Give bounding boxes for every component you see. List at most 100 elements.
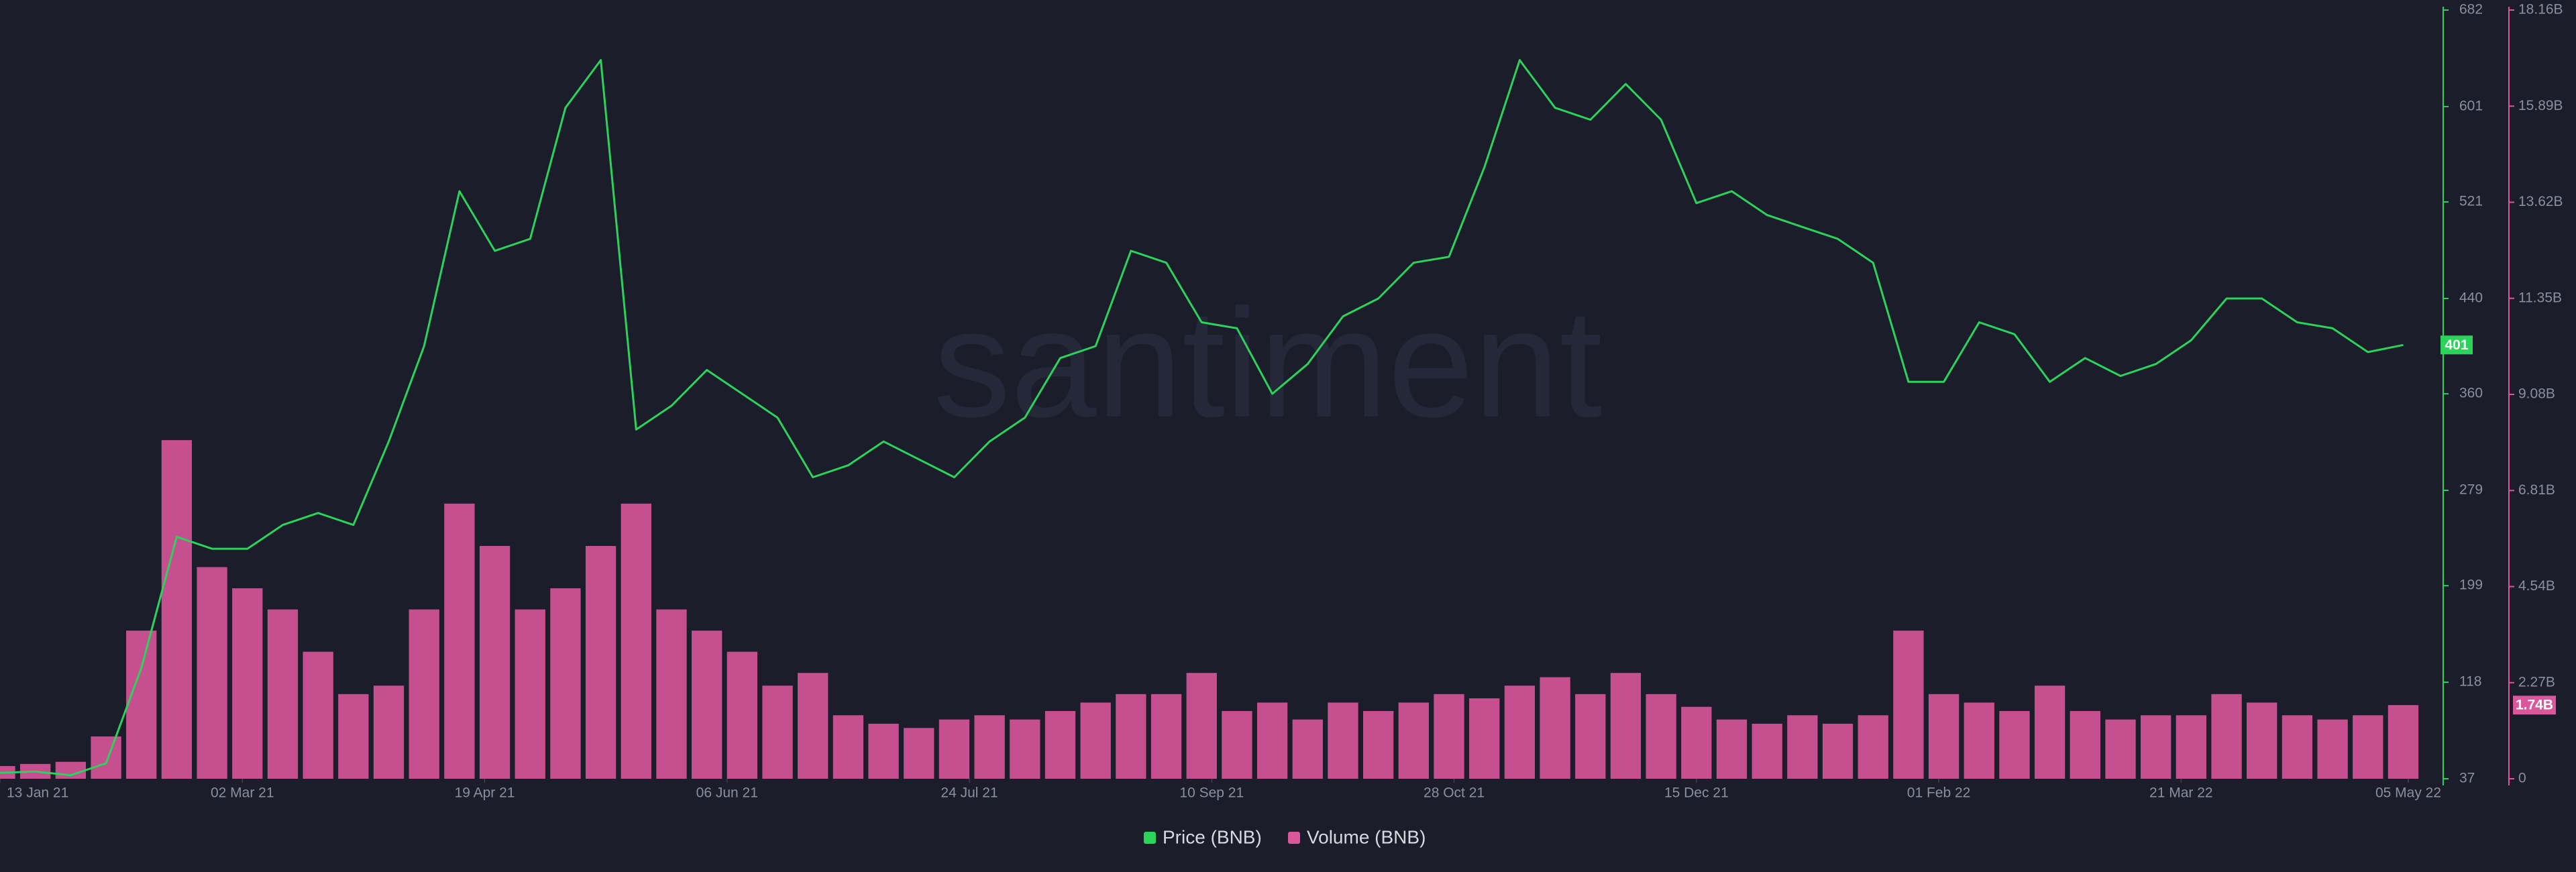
legend-swatch [1144, 832, 1156, 844]
y-tick-label: 601 [2459, 98, 2483, 113]
volume-bar [232, 588, 263, 779]
volume-bar [1080, 702, 1111, 779]
volume-bar [2176, 715, 2207, 779]
volume-bar [1858, 715, 1888, 779]
volume-bar [1328, 702, 1358, 779]
volume-bar [1150, 694, 1182, 779]
volume-bar [974, 715, 1005, 779]
x-tick-label: 13 Jan 21 [7, 785, 68, 801]
volume-bar [161, 440, 193, 779]
volume-bar [2034, 686, 2065, 779]
volume-bar [2387, 705, 2419, 779]
y2-tick-label: 2.27B [2518, 674, 2555, 690]
x-tick-label: 24 Jul 21 [941, 785, 998, 801]
x-tick-label: 02 Mar 21 [211, 785, 274, 801]
volume-bar [1681, 706, 1712, 779]
y2-tick-label: 18.16B [2518, 2, 2563, 17]
price-badge-label: 401 [2445, 337, 2468, 353]
volume-bar [1010, 719, 1040, 779]
volume-bar [2141, 715, 2171, 779]
volume-bar [126, 631, 157, 779]
y2-tick-label: 6.81B [2518, 482, 2555, 498]
legend: Price (BNB) Volume (BNB) [1144, 826, 1426, 847]
volume-badge-label: 1.74B [2516, 698, 2553, 713]
volume-bar [1752, 723, 1782, 779]
volume-bar [1504, 686, 1536, 779]
volume-bar [409, 609, 439, 779]
volume-bar [338, 694, 369, 779]
volume-bar [868, 723, 899, 779]
legend-swatch [1288, 832, 1300, 844]
volume-bar [1646, 694, 1676, 779]
volume-bar [1928, 694, 1960, 779]
y2-tick-label: 9.08B [2518, 386, 2555, 402]
y-tick-label: 118 [2459, 674, 2481, 690]
volume-bar [1363, 711, 1394, 779]
volume-bar [1822, 723, 1854, 779]
volume-bar [515, 609, 545, 779]
volume-bar [197, 567, 227, 779]
volume-bar [833, 715, 864, 779]
y-tick-label: 682 [2459, 2, 2483, 17]
x-tick-label: 05 May 22 [2375, 785, 2441, 801]
y2-tick-label: 13.62B [2518, 194, 2563, 209]
volume-bar [1469, 698, 1500, 779]
volume-bar [1610, 673, 1642, 779]
volume-badge [2513, 696, 2556, 715]
y-tick-label: 521 [2459, 194, 2483, 209]
y-tick-label: 199 [2459, 578, 2483, 593]
price-line [0, 59, 2404, 777]
volume-bar [727, 651, 758, 779]
volume-bar [1292, 719, 1323, 779]
y-tick-label: 37 [2459, 771, 2475, 786]
volume-bar [1222, 711, 1252, 779]
x-tick-label: 01 Feb 22 [1907, 785, 1971, 801]
x-tick-label: 10 Sep 21 [1179, 785, 1244, 801]
volume-bar [91, 736, 121, 779]
volume-bar [2317, 719, 2348, 779]
x-tick-label: 06 Jun 21 [696, 785, 758, 801]
volume-bar [1893, 631, 1924, 779]
x-tick-label: 15 Dec 21 [1664, 785, 1729, 801]
y-tick-label: 360 [2459, 386, 2483, 401]
volume-bar [2247, 702, 2277, 779]
volume-bar [621, 503, 651, 779]
y2-tick-label: 4.54B [2518, 578, 2555, 594]
volume-bar [692, 631, 722, 779]
price-badge [2440, 335, 2473, 355]
volume-bar [2211, 694, 2242, 779]
volume-bar [904, 728, 934, 779]
x-tick-label: 19 Apr 21 [455, 785, 515, 801]
y2-tick-label: 15.89B [2518, 98, 2563, 113]
volume-bar [1186, 673, 1217, 779]
volume-bar [585, 545, 616, 779]
volume-bar [1716, 719, 1748, 779]
volume-bar [550, 588, 581, 779]
volume-bar [798, 673, 828, 779]
volume-bar [303, 651, 333, 779]
volume-bar [2353, 715, 2383, 779]
volume-bar [656, 609, 687, 779]
y2-tick-label: 0 [2518, 771, 2526, 786]
x-tick-label: 28 Oct 21 [1424, 785, 1485, 801]
volume-bar [1256, 702, 1288, 779]
x-tick-label: 21 Mar 22 [2149, 785, 2213, 801]
y-tick-label: 279 [2459, 482, 2483, 498]
volume-bar [762, 686, 793, 779]
volume-bar [1044, 711, 1076, 779]
y-tick-label: 440 [2459, 290, 2483, 306]
legend-label: Price (BNB) [1163, 826, 1262, 847]
volume-bar [1434, 694, 1464, 779]
volume-bar [2070, 711, 2100, 779]
volume-bar [1540, 677, 1570, 779]
volume-bar [2282, 715, 2313, 779]
volume-bar [1964, 702, 1994, 779]
volume-bar [444, 503, 475, 779]
volume-bar [1575, 694, 1606, 779]
y2-tick-label: 11.35B [2518, 290, 2562, 305]
volume-bar [479, 545, 511, 779]
volume-bar [1116, 694, 1146, 779]
volume-bar [1787, 715, 1818, 779]
volume-bar [1999, 711, 2030, 779]
